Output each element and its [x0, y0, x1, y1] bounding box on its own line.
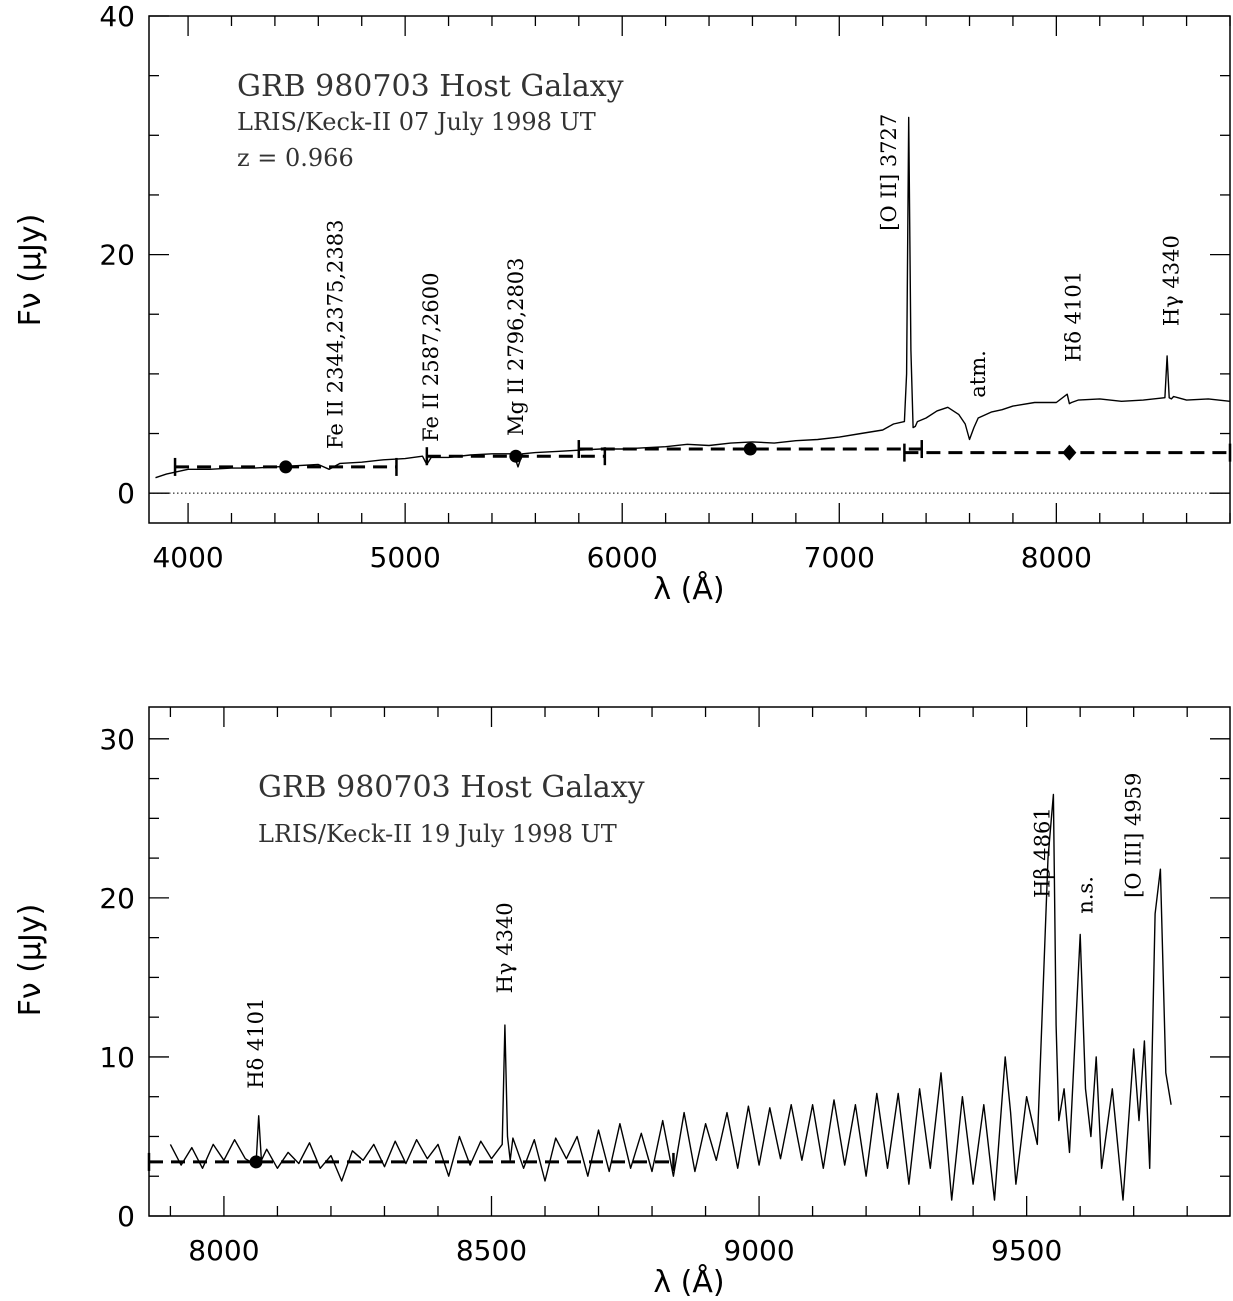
x-axis-label-bottom: λ (Å): [653, 1264, 724, 1300]
x-tick-label: 8500: [456, 1234, 527, 1267]
photometry-point: [279, 460, 293, 474]
title-bottom: GRB 980703 Host Galaxy: [258, 770, 645, 805]
photometry-point: [249, 1155, 263, 1169]
x-axis-label-top: λ (Å): [653, 571, 724, 607]
subtitle-bottom: LRIS/Keck-II 19 July 1998 UT: [258, 820, 617, 848]
photometry-top: [173, 440, 1232, 476]
x-tick-label: 9500: [991, 1234, 1062, 1267]
y-tick-label: 30: [99, 723, 135, 756]
y-axis-label-bottom: Fν (μJy): [13, 904, 48, 1017]
redshift-label: z = 0.966: [237, 144, 354, 172]
x-tick-label: 4000: [152, 541, 223, 574]
x-tick-label: 6000: [587, 541, 658, 574]
emission-line-label: [O II] 3727: [877, 114, 901, 231]
ticks-bottom: 8000 8500 9000 9500 0 10 20 30: [99, 707, 1230, 1267]
emission-line-label: Hδ 4101: [1062, 271, 1086, 362]
line-labels-bottom: Hδ 4101 Hγ 4340 Hβ 4861 n.s. [O III] 4959: [244, 773, 1146, 1089]
x-tick-label: 8000: [1021, 541, 1092, 574]
emission-line-label: Hδ 4101: [244, 998, 268, 1089]
emission-line-label: Hβ 4861: [1031, 807, 1055, 898]
y-tick-label: 40: [99, 0, 135, 33]
plot-frame-top: [148, 15, 1231, 524]
photometry-point: [743, 442, 757, 456]
x-tick-label: 9000: [723, 1234, 794, 1267]
spectrum-top: [149, 116, 1231, 494]
x-tick-label: 7000: [804, 541, 875, 574]
emission-line-label: atm.: [966, 350, 990, 398]
panel-bottom: Hδ 4101 Hγ 4340 Hβ 4861 n.s. [O III] 4959 80…: [13, 706, 1231, 1300]
panel-top: Fe II 2344,2375,2383 Fe II 2587,2600 Mg II…: [13, 0, 1232, 607]
x-tick-label: 5000: [370, 541, 441, 574]
spectrum-bottom: [169, 793, 1172, 1201]
emission-line-label: Hγ 4340: [493, 902, 517, 993]
emission-line-label: Fe II 2344,2375,2383: [324, 220, 348, 449]
plot-frame-bottom: [148, 706, 1231, 1217]
ticks-top: 4000 5000 6000 7000 8000 0 20 40: [99, 0, 1231, 574]
emission-line-label: Fe II 2587,2600: [419, 273, 443, 442]
emission-line-label: Hγ 4340: [1159, 235, 1183, 326]
spectrum-line: [169, 793, 1172, 1201]
y-tick-label: 10: [99, 1041, 135, 1074]
photometry-point: [509, 449, 523, 463]
title-top: GRB 980703 Host Galaxy: [237, 69, 624, 104]
photometry-bottom: [147, 1152, 675, 1171]
line-labels-top: Fe II 2344,2375,2383 Fe II 2587,2600 Mg II…: [324, 114, 1184, 449]
y-tick-label: 20: [99, 239, 135, 272]
y-tick-label: 0: [117, 1200, 135, 1233]
x-tick-label: 8000: [188, 1234, 259, 1267]
y-axis-label-top: Fν (μJy): [13, 214, 48, 327]
y-tick-label: 0: [117, 477, 135, 510]
spectrum-line: [155, 116, 1231, 479]
emission-line-label: [O III] 4959: [1122, 773, 1146, 898]
subtitle-top: LRIS/Keck-II 07 July 1998 UT: [237, 108, 596, 136]
emission-line-label: Mg II 2796,2803: [504, 257, 528, 435]
y-tick-label: 20: [99, 882, 135, 915]
emission-line-label: n.s.: [1074, 876, 1098, 914]
photometry-point: [1062, 444, 1077, 461]
